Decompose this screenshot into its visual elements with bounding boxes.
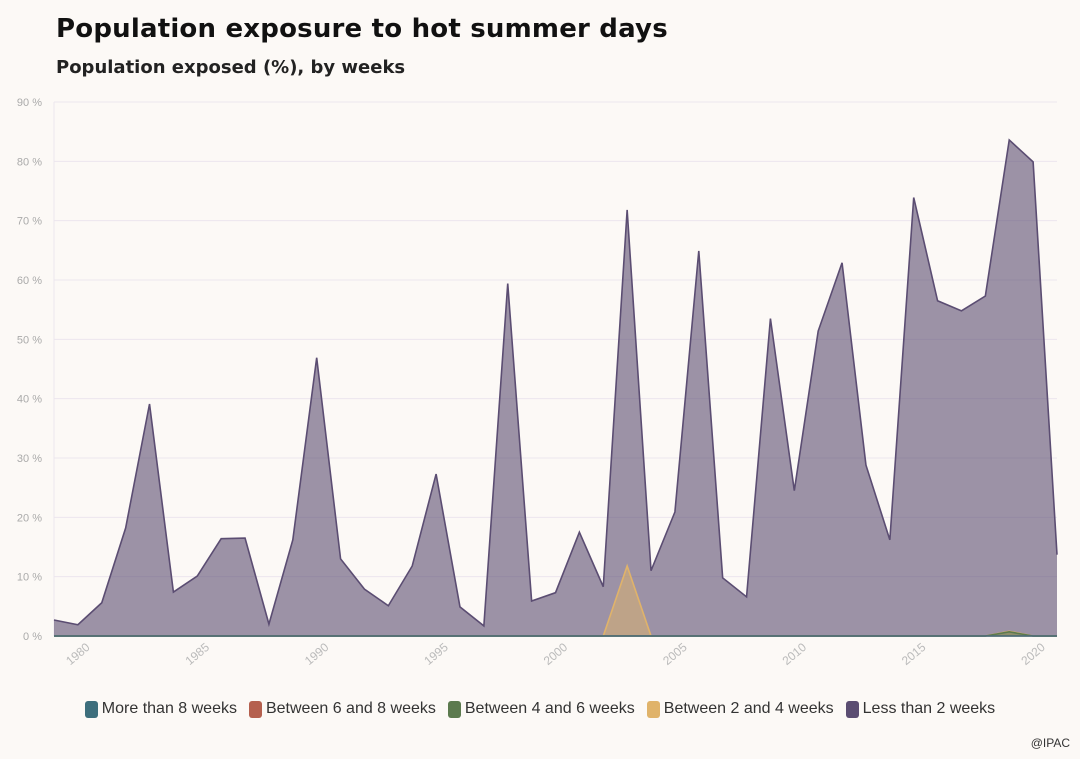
y-tick-label: 80 % xyxy=(17,156,42,168)
y-tick-label: 30 % xyxy=(17,453,42,465)
x-tick-label: 2005 xyxy=(660,640,690,668)
legend-item[interactable]: Between 6 and 8 weeks xyxy=(248,700,436,718)
legend: More than 8 weeks Between 6 and 8 weeks Be… xyxy=(0,700,1080,718)
area-less-than-2-weeks xyxy=(54,139,1057,636)
x-tick-label: 2010 xyxy=(780,640,810,668)
credit: @IPAC xyxy=(1030,736,1070,750)
legend-swatch xyxy=(447,700,461,718)
legend-item[interactable]: More than 8 weeks xyxy=(84,700,237,718)
x-tick-label: 2015 xyxy=(899,640,929,668)
y-tick-label: 20 % xyxy=(17,512,42,524)
legend-item[interactable]: Between 2 and 4 weeks xyxy=(646,700,834,718)
x-tick-label: 1990 xyxy=(302,640,332,668)
y-tick-label: 0 % xyxy=(23,631,42,643)
y-tick-label: 90 % xyxy=(17,97,42,109)
legend-swatch xyxy=(845,700,859,718)
line-less-than-2-weeks xyxy=(53,138,1058,628)
area-chart: 0 %10 %20 %30 %40 %50 %60 %70 %80 %90 % … xyxy=(17,97,1058,668)
x-tick-label: 1980 xyxy=(63,640,93,668)
legend-swatch xyxy=(248,700,262,718)
y-tick-label: 70 % xyxy=(17,216,42,228)
y-tick-label: 50 % xyxy=(17,334,42,346)
legend-item[interactable]: Less than 2 weeks xyxy=(845,700,996,718)
chart-subtitle: Population exposed (%), by weeks xyxy=(56,57,406,78)
chart-title: Population exposure to hot summer days xyxy=(56,14,668,44)
y-tick-label: 60 % xyxy=(17,275,42,287)
legend-swatch xyxy=(646,700,660,718)
x-tick-label: 2020 xyxy=(1018,640,1048,668)
legend-label: Between 2 and 4 weeks xyxy=(663,700,834,717)
x-tick-label: 1985 xyxy=(183,640,213,668)
y-tick-label: 10 % xyxy=(17,572,42,584)
legend-label: Between 4 and 6 weeks xyxy=(464,700,635,717)
legend-swatch xyxy=(84,700,98,718)
y-tick-label: 40 % xyxy=(17,394,42,406)
legend-label: Less than 2 weeks xyxy=(862,700,996,717)
x-tick-label: 2000 xyxy=(541,640,571,668)
x-tick-label: 1995 xyxy=(421,640,451,668)
legend-label: More than 8 weeks xyxy=(101,700,237,717)
legend-item[interactable]: Between 4 and 6 weeks xyxy=(447,700,635,718)
legend-label: Between 6 and 8 weeks xyxy=(265,700,436,717)
